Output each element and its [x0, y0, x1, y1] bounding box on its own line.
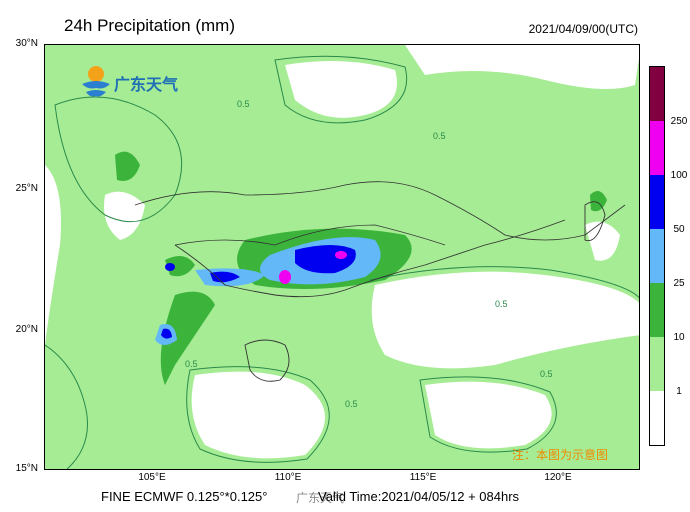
dry-area [104, 191, 145, 240]
colorbar-swatch-10 [650, 283, 664, 337]
contour-label: 0.5 [433, 131, 446, 141]
contour-label: 0.5 [345, 399, 358, 409]
colorbar-label-10: 10 [673, 332, 685, 343]
lat-label-30n: 30°N [15, 38, 38, 49]
moderate-rain-band [590, 191, 607, 212]
colorbar-swatch-zero [650, 391, 664, 445]
contour-line [45, 344, 88, 469]
sun-cloud-icon [82, 66, 110, 97]
moderate-rain-band [165, 256, 195, 277]
moderate-rain-band [160, 291, 215, 388]
dry-area [285, 61, 397, 118]
colorbar-swatch-250 [650, 67, 664, 121]
lat-label-20n: 20°N [15, 324, 38, 335]
taiwan-island-outline [584, 201, 606, 242]
coastline [174, 219, 566, 298]
dry-area [585, 221, 620, 261]
colorbar-swatch-25 [650, 229, 664, 283]
contour-label: 0.5 [540, 369, 553, 379]
map-title: 24h Precipitation (mm) [64, 16, 236, 35]
dry-area [405, 45, 639, 89]
lon-label-110e: 110°E [274, 472, 302, 483]
lon-label-115e: 115°E [409, 472, 437, 483]
guangdong-weather-logo [78, 60, 198, 110]
colorbar-swatch-100 [650, 121, 664, 175]
dry-area [371, 271, 639, 369]
precipitation-map: 0.5 0.5 0.5 0.5 0.5 0.5 [44, 44, 640, 470]
contour-line [274, 55, 408, 124]
colorbar-label-25: 25 [673, 278, 685, 289]
colorbar [649, 66, 665, 446]
dry-area [425, 381, 552, 449]
lat-label-25n: 25°N [15, 183, 38, 194]
colorbar-swatch-1 [650, 337, 664, 391]
colorbar-label-100: 100 [670, 170, 688, 181]
very-heavy-rain-area [165, 263, 175, 271]
hainan-island-outline [244, 339, 290, 382]
map-canvas: 0.5 0.5 0.5 0.5 0.5 0.5 [45, 45, 639, 469]
contour-line [419, 376, 557, 453]
contour-label: 0.5 [185, 359, 198, 369]
lat-label-15n: 15°N [15, 463, 38, 474]
watermark: 广东天气 [296, 491, 345, 505]
dry-area [45, 165, 61, 345]
contour-label: 0.5 [495, 299, 508, 309]
very-heavy-rain-area [161, 328, 172, 339]
model-info: FINE ECMWF 0.125°*0.125° [101, 489, 268, 504]
colorbar-label-1: 1 [676, 386, 682, 397]
valid-time: Valid Time:2021/04/05/12 + 084hrs [318, 489, 520, 504]
contour-line [369, 266, 639, 299]
province-border [134, 181, 626, 241]
contour-line [186, 366, 330, 463]
disclaimer-note: 注：本图为示意图 [512, 448, 609, 462]
dry-area [191, 371, 325, 459]
lon-label-105e: 105°E [138, 472, 166, 483]
colorbar-swatch-50 [650, 175, 664, 229]
valid-datetime: 2021/04/09/00(UTC) [528, 22, 638, 36]
moderate-rain-band [115, 151, 140, 181]
province-border [174, 224, 446, 246]
colorbar-label-250: 250 [670, 116, 688, 127]
logo-text: 广东天气 [114, 77, 179, 94]
extreme-rain-area [335, 251, 347, 259]
lon-label-120e: 120°E [544, 472, 572, 483]
colorbar-label-50: 50 [673, 224, 685, 235]
extreme-rain-area [279, 270, 291, 284]
very-heavy-rain-area [210, 271, 240, 283]
contour-label: 0.5 [237, 99, 250, 109]
